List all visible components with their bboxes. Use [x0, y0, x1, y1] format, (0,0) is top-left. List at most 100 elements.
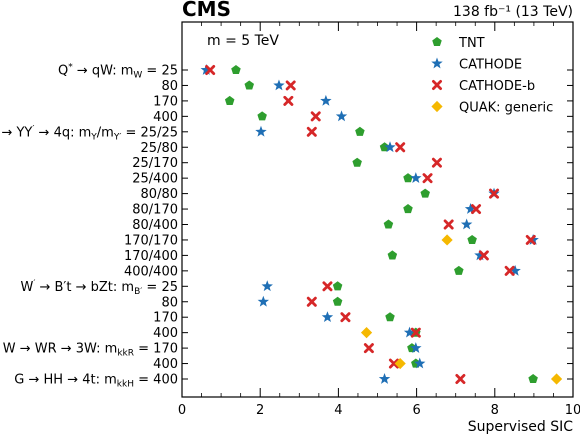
point-tnt — [352, 157, 362, 167]
x-tick-label: 6 — [412, 403, 420, 418]
point-cathode-b — [489, 188, 500, 199]
cms-label: CMS — [182, 0, 231, 21]
point-cathode-b — [283, 95, 294, 106]
x-tick-label: 2 — [256, 403, 264, 418]
category-label: 80 — [161, 295, 178, 310]
category-label: 25/400 — [132, 172, 178, 187]
legend-marker-tnt — [432, 37, 442, 47]
point-tnt — [224, 95, 235, 105]
legend-label-cathode-b: CATHODE-b — [459, 79, 535, 94]
category-label: 80/80 — [141, 187, 178, 202]
point-cathode — [474, 249, 486, 261]
point-cathode — [321, 311, 334, 323]
point-cathode-b — [478, 250, 489, 261]
point-cathode — [261, 280, 273, 292]
point-cathode-b — [322, 281, 333, 292]
x-tick-label: 10 — [565, 403, 580, 418]
legend-label-quak-generic: QUAK: generic — [459, 101, 553, 116]
point-tnt — [528, 374, 538, 384]
point-tnt — [467, 234, 477, 244]
point-tnt — [385, 312, 395, 322]
category-label: 25/170 — [132, 156, 178, 171]
category-label: X → YY′ → 4q: mY/mY′ = 25/25 — [0, 124, 178, 142]
point-cathode — [414, 357, 426, 369]
point-cathode — [378, 373, 391, 384]
point-cathode-b — [525, 234, 536, 245]
category-label: 170 — [153, 311, 178, 326]
x-tick-label: 8 — [491, 403, 499, 418]
point-cathode — [200, 64, 212, 75]
category-label: 170/400 — [124, 249, 178, 264]
point-tnt — [332, 281, 343, 291]
point-tnt — [355, 126, 365, 136]
point-tnt — [231, 65, 241, 75]
category-label: 400 — [153, 357, 178, 372]
point-tnt — [403, 204, 413, 214]
point-tnt — [332, 296, 343, 306]
point-cathode — [320, 94, 332, 106]
point-cathode-b — [443, 219, 454, 230]
point-cathode-b — [363, 343, 374, 354]
category-label: 400 — [153, 326, 178, 341]
category-label: W → WR → 3W: mkkR = 170 — [3, 342, 178, 359]
point-tnt — [403, 173, 413, 183]
category-label: 80/170 — [132, 203, 178, 218]
legend-marker-cathode — [431, 57, 443, 69]
point-cathode-b — [504, 265, 515, 276]
category-label: W′ → B′t → bZt: mB′ = 25 — [20, 279, 178, 297]
point-tnt — [387, 250, 398, 260]
point-tnt — [379, 142, 390, 152]
point-quak-generic — [441, 234, 453, 246]
legend-label-cathode: CATHODE — [459, 58, 522, 73]
point-cathode-b — [340, 312, 351, 323]
point-cathode-b — [306, 126, 317, 137]
legend: TNT CATHODE CATHODE-b QUAK: generic — [431, 36, 553, 116]
point-quak-generic — [550, 373, 563, 385]
point-cathode — [335, 110, 348, 122]
point-cathode — [464, 203, 477, 214]
category-labels: Q* → qW: mW = 2580170400X → YY′ → 4q: mY… — [0, 63, 573, 390]
x-tick-label: 0 — [178, 403, 186, 418]
point-cathode-b — [205, 65, 216, 75]
point-quak-generic — [394, 357, 406, 370]
data-points — [200, 64, 563, 385]
point-cathode-b — [471, 204, 482, 215]
x-axis: 0 2 4 6 8 10 — [178, 22, 580, 418]
point-tnt — [420, 188, 430, 198]
point-cathode — [384, 141, 396, 153]
category-label: 170 — [153, 94, 178, 109]
point-cathode — [255, 125, 267, 137]
category-label: Q* → qW: mW = 25 — [58, 63, 178, 81]
point-cathode-b — [422, 173, 433, 184]
point-cathode-b — [455, 373, 466, 385]
x-axis-title: Supervised SIC — [468, 419, 573, 435]
point-cathode-b — [395, 142, 406, 153]
mass-annotation: m = 5 TeV — [207, 33, 279, 49]
point-cathode-b — [431, 157, 442, 168]
point-tnt — [383, 219, 394, 229]
point-cathode-b — [310, 111, 321, 122]
category-label: 80/400 — [132, 218, 178, 233]
x-tick-label: 4 — [334, 403, 342, 418]
category-label: 25/80 — [141, 141, 178, 156]
point-cathode — [403, 326, 416, 338]
category-label: 170/170 — [124, 233, 178, 248]
point-quak-generic — [360, 327, 373, 339]
category-label: 400 — [153, 110, 178, 125]
point-cathode — [509, 264, 521, 276]
point-cathode — [273, 79, 285, 91]
point-tnt — [244, 80, 255, 90]
category-label: 80 — [161, 79, 178, 94]
point-cathode — [257, 295, 270, 307]
point-cathode-b — [410, 327, 421, 338]
luminosity-label: 138 fb⁻¹ (13 TeV) — [453, 4, 573, 20]
point-cathode — [460, 218, 473, 230]
point-cathode — [410, 342, 422, 353]
category-label: 400/400 — [124, 264, 178, 279]
point-cathode-b — [388, 358, 399, 369]
point-cathode-b — [285, 80, 296, 91]
point-tnt — [257, 111, 267, 121]
point-tnt — [454, 265, 464, 275]
category-label: G → HH → 4t: mkkH = 400 — [14, 373, 178, 390]
